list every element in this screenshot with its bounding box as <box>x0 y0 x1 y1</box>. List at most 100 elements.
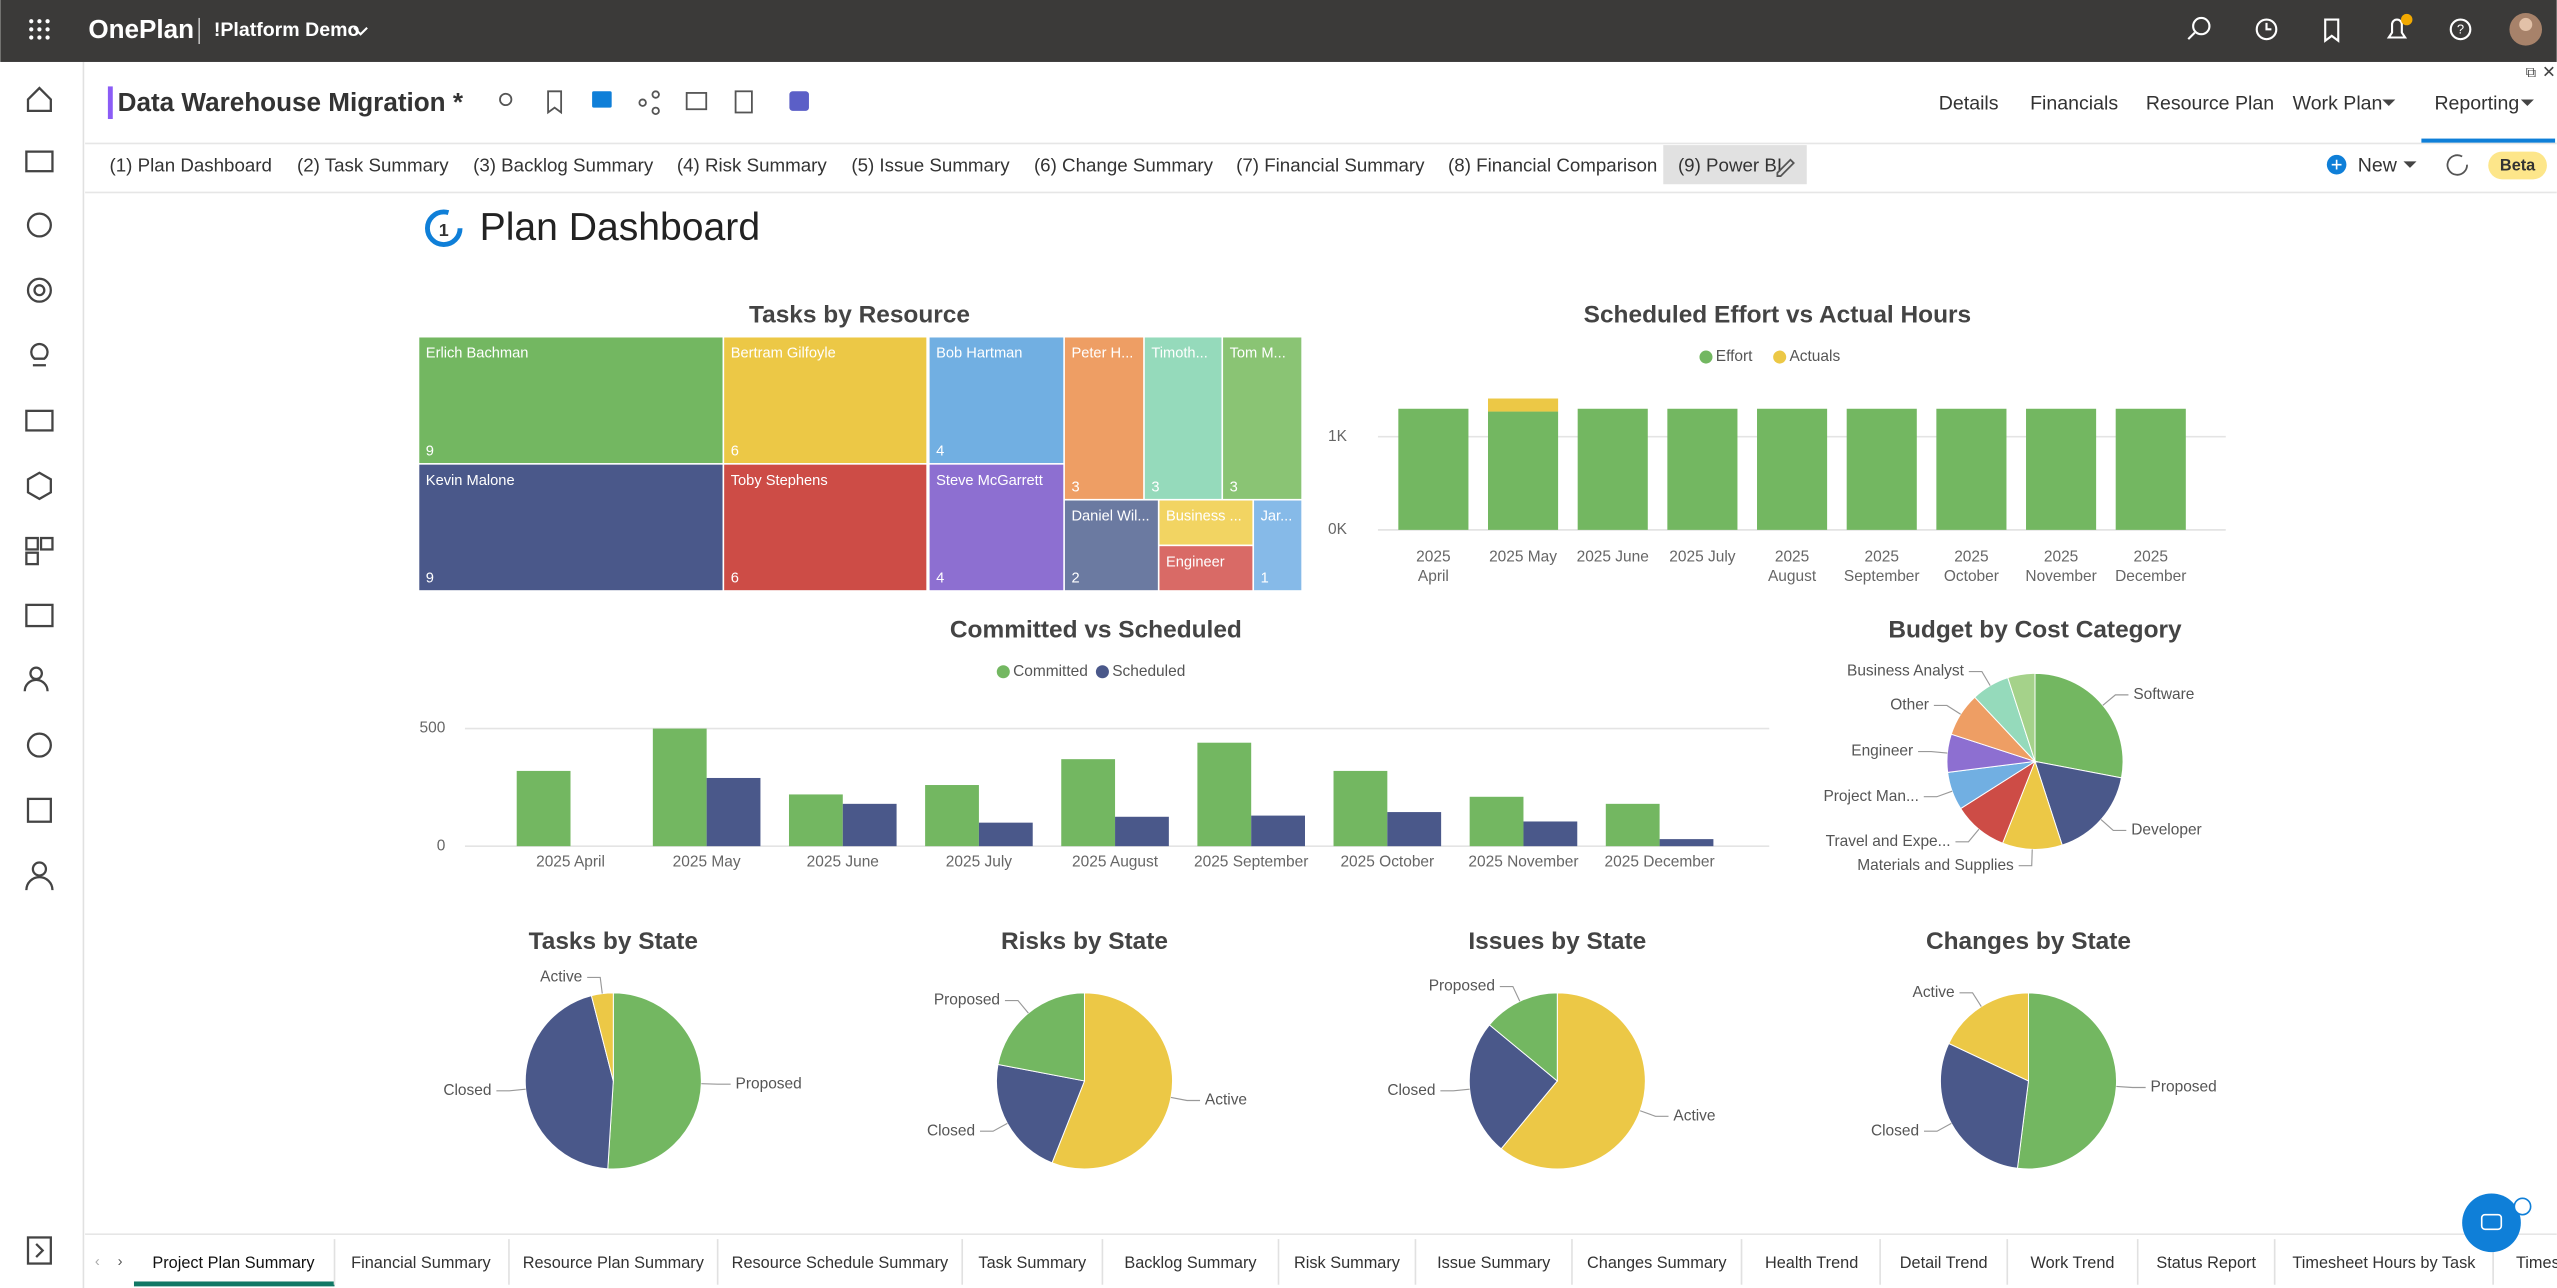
notifications-icon[interactable] <box>2386 13 2413 39</box>
bar[interactable] <box>1333 770 1388 847</box>
report-tab[interactable]: (4) Risk Summary <box>677 154 828 175</box>
user-avatar[interactable] <box>2509 13 2543 46</box>
treemap-tile[interactable] <box>1159 500 1253 545</box>
reports-icon[interactable] <box>25 603 54 628</box>
treemap-tile[interactable] <box>929 464 1064 591</box>
bar[interactable] <box>1387 812 1442 847</box>
bar[interactable] <box>516 770 571 847</box>
page-tab[interactable]: Resource Plan Summary <box>523 1254 705 1272</box>
pie-slice[interactable] <box>590 992 614 1082</box>
pie-slice[interactable] <box>607 992 702 1170</box>
home-icon[interactable] <box>26 86 52 113</box>
bar-segment[interactable] <box>1488 398 1559 412</box>
bar-segment[interactable] <box>1488 411 1559 530</box>
report-tab[interactable]: (1) Plan Dashboard <box>110 154 272 175</box>
treemap-tile[interactable] <box>1144 337 1222 499</box>
time-icon[interactable] <box>26 212 52 238</box>
bar-segment[interactable] <box>1846 408 1917 530</box>
bar[interactable] <box>842 803 897 847</box>
bar-segment[interactable] <box>2026 408 2097 530</box>
treemap-tile[interactable] <box>1254 500 1302 591</box>
assign-icon[interactable] <box>499 92 513 107</box>
treemap-tile[interactable] <box>929 337 1064 464</box>
report-tab[interactable]: (7) Financial Summary <box>1236 154 1425 175</box>
nav-link[interactable]: Reporting <box>2434 93 2519 115</box>
scroll-left[interactable]: ‹ <box>95 1254 100 1270</box>
bar[interactable] <box>1523 821 1578 847</box>
bar-segment[interactable] <box>1757 408 1828 530</box>
page-tab[interactable]: Status Report <box>2156 1254 2256 1272</box>
pie-slice[interactable] <box>2007 672 2036 762</box>
bar[interactable] <box>1115 816 1169 847</box>
pie-slice[interactable] <box>524 995 614 1170</box>
analytics-icon[interactable] <box>26 732 52 758</box>
goals-icon[interactable] <box>26 277 52 303</box>
report-tab[interactable]: (3) Backlog Summary <box>473 154 654 175</box>
page-tab[interactable]: Issue Summary <box>1437 1254 1551 1272</box>
page-tab[interactable]: Changes Summary <box>1587 1254 1727 1272</box>
chat-icon[interactable] <box>685 92 708 111</box>
new-button[interactable]: New <box>2326 154 2417 176</box>
page-tab[interactable]: Work Trend <box>2031 1254 2115 1272</box>
boards-icon[interactable] <box>25 536 54 566</box>
bar[interactable] <box>1605 803 1660 847</box>
bar[interactable] <box>1197 742 1252 847</box>
bar[interactable] <box>978 822 1033 847</box>
bar[interactable] <box>925 785 979 847</box>
report-tab[interactable]: (6) Change Summary <box>1034 154 1214 175</box>
page-tab[interactable]: Detail Trend <box>1900 1254 1988 1272</box>
report-tab[interactable]: (5) Issue Summary <box>851 154 1010 175</box>
bar-segment[interactable] <box>1398 408 1469 530</box>
treemap-tile[interactable] <box>1064 500 1158 591</box>
page-tab[interactable]: Task Summary <box>978 1254 1087 1272</box>
resources-icon[interactable] <box>25 409 54 432</box>
bar[interactable] <box>1469 796 1524 847</box>
reporting-caret[interactable] <box>2520 99 2534 106</box>
help-icon[interactable]: ? <box>2449 18 2472 41</box>
teams-icon[interactable] <box>789 91 809 111</box>
page-tab[interactable]: Backlog Summary <box>1124 1254 1257 1272</box>
profile-icon[interactable] <box>25 861 54 891</box>
bar-segment[interactable] <box>1577 408 1648 530</box>
follow-icon[interactable] <box>547 90 563 115</box>
people-icon[interactable] <box>23 666 49 692</box>
bar[interactable] <box>1061 759 1116 847</box>
treemap-tile[interactable] <box>419 464 723 591</box>
assistant-button[interactable] <box>2462 1193 2532 1253</box>
bar-segment[interactable] <box>1667 408 1738 530</box>
page-tab[interactable]: Financial Summary <box>351 1254 491 1272</box>
popout-icon[interactable]: ⧉ <box>2526 65 2537 81</box>
ideas-icon[interactable] <box>30 342 49 367</box>
search-icon[interactable] <box>2187 16 2211 40</box>
expand-icon[interactable] <box>26 1236 52 1265</box>
bar[interactable] <box>1659 839 1714 847</box>
portfolio-icon[interactable] <box>25 150 54 173</box>
treemap-tile[interactable] <box>419 337 723 464</box>
share-icon[interactable] <box>638 90 660 116</box>
page-tab[interactable]: Risk Summary <box>1294 1254 1401 1272</box>
report-tab[interactable]: (2) Task Summary <box>297 154 449 175</box>
nav-link[interactable]: Financials <box>2030 93 2118 115</box>
history-icon[interactable] <box>2255 18 2278 41</box>
new-label[interactable]: New <box>2358 154 2398 176</box>
scroll-right[interactable]: › <box>118 1254 123 1270</box>
nav-link[interactable]: Work Plan <box>2293 93 2383 115</box>
refresh-icon[interactable] <box>2446 154 2468 176</box>
bar[interactable] <box>788 794 843 847</box>
treemap-tile[interactable] <box>1064 337 1144 499</box>
workspace[interactable]: !Platform Demo <box>214 19 360 41</box>
close-icon[interactable]: ✕ <box>2542 64 2556 82</box>
bar[interactable] <box>652 728 707 847</box>
treemap-tile[interactable] <box>1159 546 1253 591</box>
bar[interactable] <box>706 777 761 847</box>
document-icon[interactable] <box>734 90 753 114</box>
pie-slice[interactable] <box>1939 1042 2030 1169</box>
treemap-tile[interactable] <box>724 337 927 464</box>
comments-icon[interactable] <box>592 91 612 108</box>
page-tab[interactable]: Timesheet Hours by Task <box>2292 1254 2476 1272</box>
report-tab[interactable]: (8) Financial Comparison <box>1448 154 1657 175</box>
nav-link[interactable]: Details <box>1939 93 1999 115</box>
page-tab[interactable]: Resource Schedule Summary <box>732 1254 949 1272</box>
packages-icon[interactable] <box>26 471 52 501</box>
pie-slice[interactable] <box>1948 992 2029 1082</box>
